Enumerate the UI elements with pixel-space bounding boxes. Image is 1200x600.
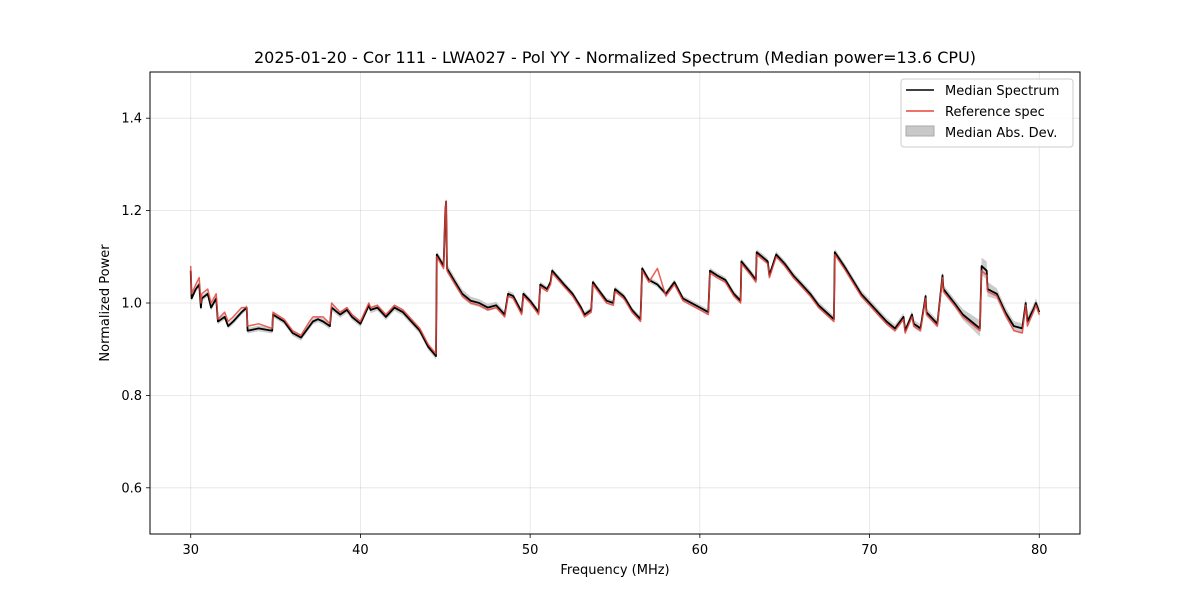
y-tick-label: 0.6	[121, 481, 142, 496]
x-axis-title: Frequency (MHz)	[560, 563, 669, 578]
median-spectrum-line	[189, 200, 1041, 358]
y-tick-label: 1.0	[121, 297, 142, 312]
chart-title: 2025-01-20 - Cor 111 - LWA027 - Pol YY -…	[254, 48, 976, 67]
series-layer	[189, 200, 1041, 358]
legend-median-label: Median Spectrum	[945, 84, 1059, 99]
legend-mad-label: Median Abs. Dev.	[945, 126, 1057, 141]
legend-box	[900, 78, 1074, 148]
x-tick-label: 70	[861, 543, 878, 558]
tick-layer: 30 40 50 60 70 80 0.6 0.8 1.0 1.2 1.4	[121, 112, 1047, 558]
x-tick-label: 80	[1031, 543, 1048, 558]
y-axis-title: Normalized Power	[98, 244, 113, 362]
x-tick-label: 30	[182, 543, 199, 558]
x-tick-label: 50	[522, 543, 539, 558]
x-tick-label: 40	[352, 543, 369, 558]
x-tick-label: 60	[692, 543, 709, 558]
y-tick-label: 0.8	[121, 389, 142, 404]
reference-spec-line	[189, 200, 1041, 355]
legend: Median Spectrum Reference spec Median Ab…	[900, 78, 1074, 148]
legend-reference-label: Reference spec	[945, 105, 1045, 120]
legend-mad-swatch	[905, 125, 935, 137]
y-tick-label: 1.2	[121, 204, 142, 219]
y-tick-label: 1.4	[121, 112, 142, 127]
